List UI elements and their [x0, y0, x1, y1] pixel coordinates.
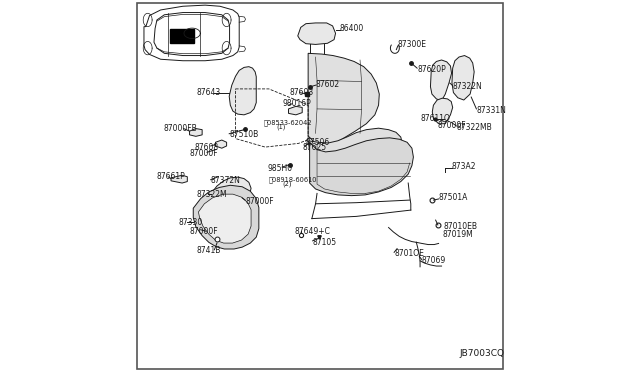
Text: 87608: 87608 — [195, 142, 219, 151]
Text: 87322MB: 87322MB — [456, 123, 492, 132]
Polygon shape — [144, 5, 239, 61]
Text: 87105: 87105 — [312, 238, 337, 247]
Text: 87611Q: 87611Q — [421, 114, 451, 123]
Text: 87625: 87625 — [302, 142, 326, 151]
Text: 87510B: 87510B — [229, 130, 259, 140]
Polygon shape — [298, 23, 335, 44]
Text: 87000F: 87000F — [245, 197, 274, 206]
Text: 87331N: 87331N — [476, 106, 506, 115]
Text: JB7003CQ: JB7003CQ — [459, 349, 504, 358]
Polygon shape — [432, 98, 452, 124]
Text: 87019M: 87019M — [442, 230, 473, 240]
Text: 87602: 87602 — [316, 80, 340, 89]
Text: 87300E: 87300E — [398, 40, 427, 49]
Polygon shape — [310, 138, 413, 196]
Text: (1): (1) — [276, 124, 285, 130]
Text: 98016P: 98016P — [282, 99, 311, 108]
Text: 倅08533-62042: 倅08533-62042 — [264, 119, 312, 126]
Polygon shape — [193, 185, 259, 249]
Text: 87000F: 87000F — [189, 149, 218, 158]
Text: (2): (2) — [282, 180, 292, 187]
Text: 87330: 87330 — [179, 218, 203, 227]
Polygon shape — [229, 67, 256, 115]
Text: 873A2: 873A2 — [452, 162, 476, 171]
Polygon shape — [189, 129, 202, 137]
Text: 86400: 86400 — [339, 24, 364, 33]
Text: 87000F: 87000F — [438, 122, 467, 131]
Polygon shape — [289, 106, 302, 115]
Polygon shape — [171, 175, 188, 183]
Text: 87643: 87643 — [197, 88, 221, 97]
Text: 87010EB: 87010EB — [443, 221, 477, 231]
Text: 87501A: 87501A — [438, 193, 468, 202]
Text: 87372N: 87372N — [211, 176, 241, 185]
Text: 87322N: 87322N — [452, 82, 483, 91]
Text: 87322M: 87322M — [197, 190, 228, 199]
Text: 8741B: 8741B — [197, 246, 221, 255]
Text: 87000F: 87000F — [189, 227, 218, 236]
Text: 8701OE: 8701OE — [394, 249, 424, 258]
Polygon shape — [154, 13, 230, 55]
Polygon shape — [431, 60, 452, 101]
Polygon shape — [308, 128, 403, 178]
Polygon shape — [452, 55, 474, 100]
Text: 87506: 87506 — [306, 138, 330, 147]
Polygon shape — [308, 53, 380, 146]
Text: 87000FB: 87000FB — [164, 124, 197, 133]
Text: 87603: 87603 — [290, 88, 314, 97]
Bar — [170, 29, 194, 43]
Polygon shape — [198, 194, 251, 243]
Text: ⓝ08918-60610: ⓝ08918-60610 — [269, 176, 317, 183]
Polygon shape — [216, 140, 227, 148]
Text: 87069: 87069 — [422, 256, 446, 265]
Text: 87649+C: 87649+C — [294, 227, 330, 236]
Text: 985H0: 985H0 — [268, 164, 292, 173]
Text: 87620P: 87620P — [417, 65, 446, 74]
Polygon shape — [211, 177, 251, 202]
Text: 87661P: 87661P — [156, 172, 185, 181]
